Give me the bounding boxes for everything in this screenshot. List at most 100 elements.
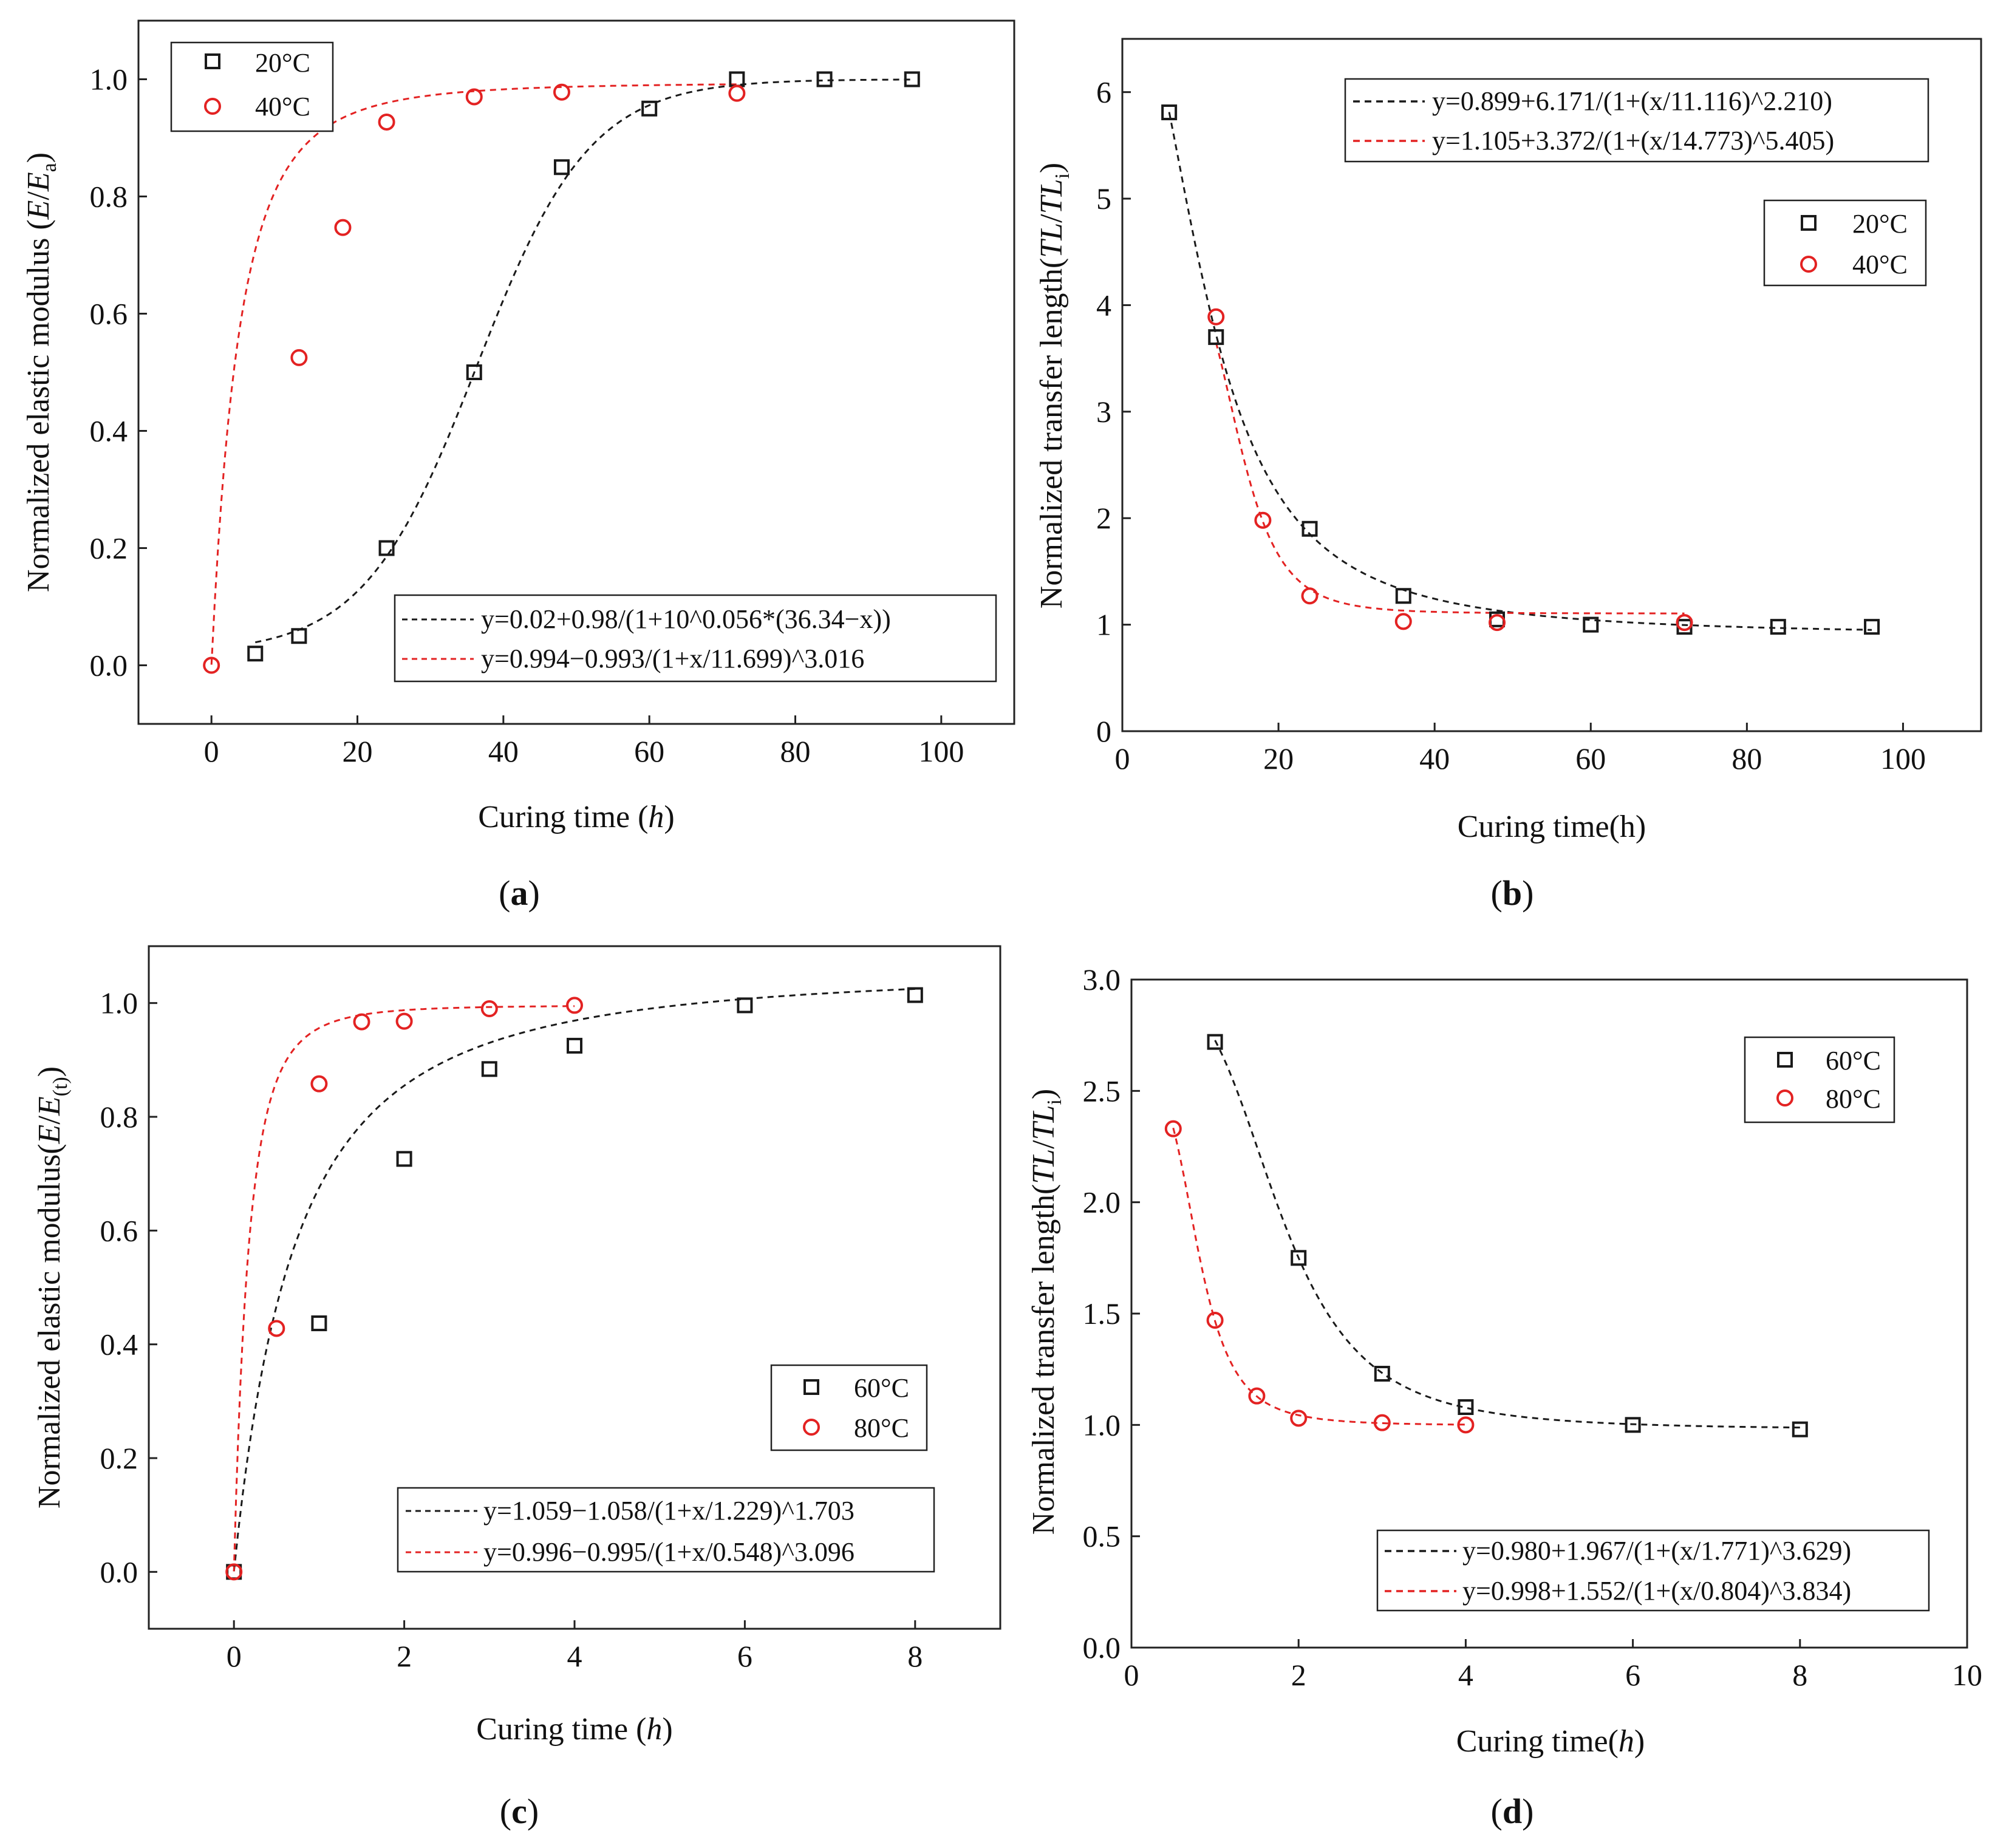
y-tick-label-b-4: 4 [1096, 288, 1111, 322]
y-tick-label-d-3: 1.5 [1083, 1297, 1121, 1331]
y-tick-label-c-2: 0.4 [100, 1328, 138, 1362]
y-tick-label-a-5: 1.0 [90, 63, 128, 97]
fit-legend-label-b-1: y=1.105+3.372/(1+(x/14.773)^5.405) [1432, 126, 1834, 155]
y-ticks-d: 0.0 0.5 1.0 1.5 2.0 2.5 3.0 [1083, 963, 1140, 1665]
fit-legend-b: y=0.899+6.171/(1+(x/11.116)^2.210) y=1.1… [1344, 78, 1929, 163]
legend-label-c-0: 60°C [854, 1373, 909, 1403]
data-point-a-1-2 [334, 219, 352, 236]
data-point-c-0-5 [737, 997, 753, 1014]
data-point-a-0-0 [247, 646, 264, 662]
y-tick-label-c-5: 1.0 [100, 986, 138, 1020]
y-tick-label-a-4: 0.8 [90, 180, 128, 214]
x-tick-label-a-1: 20 [343, 734, 373, 768]
data-markers-b [1161, 104, 1880, 635]
panel-caption-c: (c) [500, 1792, 539, 1831]
y-tick-label-b-0: 0 [1096, 714, 1111, 748]
data-point-b-0-0 [1161, 104, 1178, 121]
data-point-a-1-3 [378, 113, 395, 131]
data-point-d-1-5 [1457, 1416, 1475, 1434]
fit-legend-box-c [397, 1487, 935, 1573]
fit-curves-b [1168, 112, 1872, 631]
data-point-b-0-7 [1770, 619, 1786, 635]
y-tick-label-b-3: 3 [1096, 395, 1111, 429]
y-tick-label-c-3: 0.6 [100, 1213, 138, 1247]
fit-legend-label-a-0: y=0.02+0.98/(1+10^0.056*(36.34−x)) [481, 604, 891, 634]
fit-legend-label-c-1: y=0.996−0.995/(1+x/0.548)^3.096 [483, 1537, 855, 1567]
data-point-a-1-0 [203, 656, 220, 674]
panel-caption-d: (d) [1491, 1792, 1534, 1831]
data-point-b-0-2 [1302, 520, 1318, 537]
fit-legend-label-b-0: y=0.899+6.171/(1+(x/11.116)^2.210) [1432, 86, 1832, 116]
x-tick-label-d-1: 2 [1291, 1658, 1306, 1692]
panel-caption-b: (b) [1491, 873, 1534, 913]
x-tick-label-b-4: 80 [1731, 742, 1762, 776]
fit-curve-c-1 [233, 1005, 575, 1572]
fit-legend-a: y=0.02+0.98/(1+10^0.056*(36.34−x)) y=0.9… [394, 594, 997, 683]
fit-curve-d-0 [1214, 1040, 1800, 1429]
y-ticks-b: 0 1 2 3 4 5 6 [1096, 75, 1131, 748]
x-tick-label-a-4: 80 [780, 734, 811, 768]
data-point-c-1-1 [268, 1320, 285, 1337]
y-tick-label-c-4: 0.8 [100, 1100, 138, 1134]
data-point-c-0-1 [311, 1315, 327, 1332]
y-tick-label-d-4: 2.0 [1083, 1185, 1121, 1219]
data-point-a-1-1 [290, 349, 308, 366]
y-tick-label-a-0: 0.0 [90, 649, 128, 683]
data-point-b-1-4 [1489, 614, 1506, 632]
panel-d: 0 2 4 6 8 10 0.0 0.5 1.0 1.5 2.0 2.5 3.0 Curing tim… [1026, 963, 1982, 1831]
data-point-d-1-4 [1373, 1414, 1391, 1431]
legend-marker-c-0 [803, 1379, 819, 1395]
y-tick-label-d-2: 1.0 [1083, 1408, 1121, 1442]
x-tick-label-c-4: 8 [907, 1639, 923, 1673]
x-tick-label-b-5: 100 [1880, 742, 1926, 776]
y-tick-label-b-2: 2 [1096, 501, 1111, 535]
data-point-c-0-3 [481, 1061, 497, 1077]
y-tick-label-c-1: 0.2 [100, 1441, 138, 1475]
y-ticks-c: 0.0 0.2 0.4 0.6 0.8 1.0 [100, 986, 157, 1589]
x-ticks-c: 0 2 4 6 8 [227, 1620, 923, 1673]
x-tick-label-d-4: 8 [1792, 1658, 1807, 1692]
fit-legend-box-a [394, 594, 997, 683]
x-axis-label-d: Curing time(h) [1456, 1724, 1645, 1759]
data-point-c-1-0 [225, 1563, 243, 1581]
fit-legend-c: y=1.059−1.058/(1+x/1.229)^1.703 y=0.996−… [397, 1487, 935, 1573]
plot-frame-b [1121, 38, 1982, 732]
data-point-a-0-1 [291, 628, 307, 644]
fit-legend-box-d [1376, 1529, 1930, 1612]
data-point-d-0-0 [1207, 1034, 1223, 1050]
series-legend-box-c [770, 1364, 928, 1451]
legend-marker-b-1 [1800, 256, 1817, 273]
legend-marker-a-1 [204, 98, 221, 115]
data-point-c-1-5 [480, 1000, 498, 1018]
data-point-d-1-3 [1290, 1410, 1308, 1427]
legend-label-d-1: 80°C [1826, 1084, 1881, 1114]
data-point-a-0-7 [816, 71, 833, 87]
data-markers-c [225, 987, 923, 1581]
data-point-d-1-0 [1164, 1120, 1182, 1137]
data-point-c-0-6 [907, 987, 923, 1003]
legend-label-a-1: 40°C [255, 92, 310, 121]
y-ticks-a: 0.0 0.2 0.4 0.6 0.8 1.0 [90, 63, 147, 683]
series-legend-box-b [1763, 199, 1927, 287]
y-axis-label-a: Normalized elastic modulus (E/Ea) [21, 152, 61, 592]
x-axis-label-c: Curing time (h) [476, 1712, 673, 1747]
data-point-d-0-5 [1792, 1421, 1808, 1437]
data-point-b-0-1 [1208, 329, 1224, 346]
y-tick-label-d-5: 2.5 [1083, 1074, 1121, 1108]
x-ticks-d: 0 2 4 6 8 10 [1124, 1639, 1982, 1692]
fit-curve-b-1 [1215, 342, 1685, 615]
x-ticks-a: 0 20 40 60 80 100 [204, 715, 964, 768]
fit-curve-c-0 [233, 987, 915, 1572]
data-point-a-1-5 [553, 83, 570, 101]
data-point-c-1-2 [310, 1075, 328, 1093]
y-tick-label-b-6: 6 [1096, 75, 1111, 109]
x-tick-label-c-1: 2 [397, 1639, 412, 1673]
plot-frame-a [137, 19, 1015, 725]
fit-curve-a-1 [210, 83, 737, 665]
x-tick-label-b-1: 20 [1263, 742, 1294, 776]
data-point-b-1-3 [1394, 613, 1412, 630]
data-point-c-1-6 [566, 997, 583, 1014]
fit-curve-d-1 [1172, 1127, 1466, 1426]
legend-label-d-0: 60°C [1826, 1046, 1881, 1076]
x-tick-label-b-0: 0 [1115, 742, 1130, 776]
